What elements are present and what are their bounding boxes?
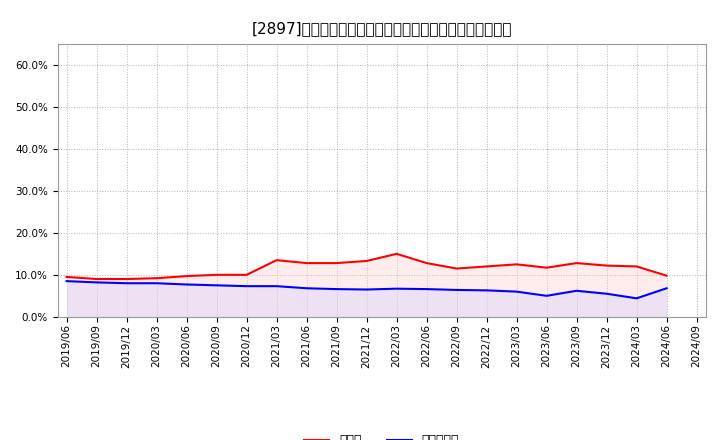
現須金 xyxy=(362,258,371,264)
現須金 xyxy=(182,273,191,279)
有利子負債 xyxy=(92,280,101,285)
有利子負債 xyxy=(452,287,461,293)
有利子負債 xyxy=(272,283,281,289)
Line: 現須金: 現須金 xyxy=(66,254,667,279)
現須金 xyxy=(482,264,491,269)
Legend: 現須金, 有利子負債: 現須金, 有利子負債 xyxy=(299,429,464,440)
有利子負債 xyxy=(572,288,581,293)
有利子負債 xyxy=(242,283,251,289)
有利子負債 xyxy=(182,282,191,287)
現須金 xyxy=(62,274,71,279)
Line: 有利子負債: 有利子負債 xyxy=(66,281,667,298)
Title: [2897]　現須金、有利子負債の総資産に対する比率の推移: [2897] 現須金、有利子負債の総資産に対する比率の推移 xyxy=(251,21,512,36)
有利子負債 xyxy=(513,289,521,294)
現須金 xyxy=(153,275,161,281)
現須金 xyxy=(513,262,521,267)
有利子負債 xyxy=(362,287,371,292)
現須金 xyxy=(302,260,311,266)
有利子負債 xyxy=(422,286,431,292)
有利子負債 xyxy=(212,282,221,288)
有利子負債 xyxy=(62,279,71,284)
有利子負債 xyxy=(302,286,311,291)
現須金 xyxy=(632,264,641,269)
現須金 xyxy=(572,260,581,266)
現須金 xyxy=(92,276,101,282)
現須金 xyxy=(452,266,461,271)
有利子負債 xyxy=(542,293,551,298)
有利子負債 xyxy=(333,286,341,292)
現須金 xyxy=(602,263,611,268)
有利子負債 xyxy=(122,281,131,286)
現須金 xyxy=(392,251,401,257)
現須金 xyxy=(272,257,281,263)
現須金 xyxy=(422,260,431,266)
有利子負債 xyxy=(602,291,611,297)
有利子負債 xyxy=(662,286,671,291)
現須金 xyxy=(542,265,551,270)
現須金 xyxy=(212,272,221,278)
現須金 xyxy=(122,276,131,282)
有利子負債 xyxy=(482,288,491,293)
現須金 xyxy=(242,272,251,278)
有利子負債 xyxy=(632,296,641,301)
有利子負債 xyxy=(153,281,161,286)
有利子負債 xyxy=(392,286,401,291)
現須金 xyxy=(333,260,341,266)
現須金 xyxy=(662,273,671,279)
